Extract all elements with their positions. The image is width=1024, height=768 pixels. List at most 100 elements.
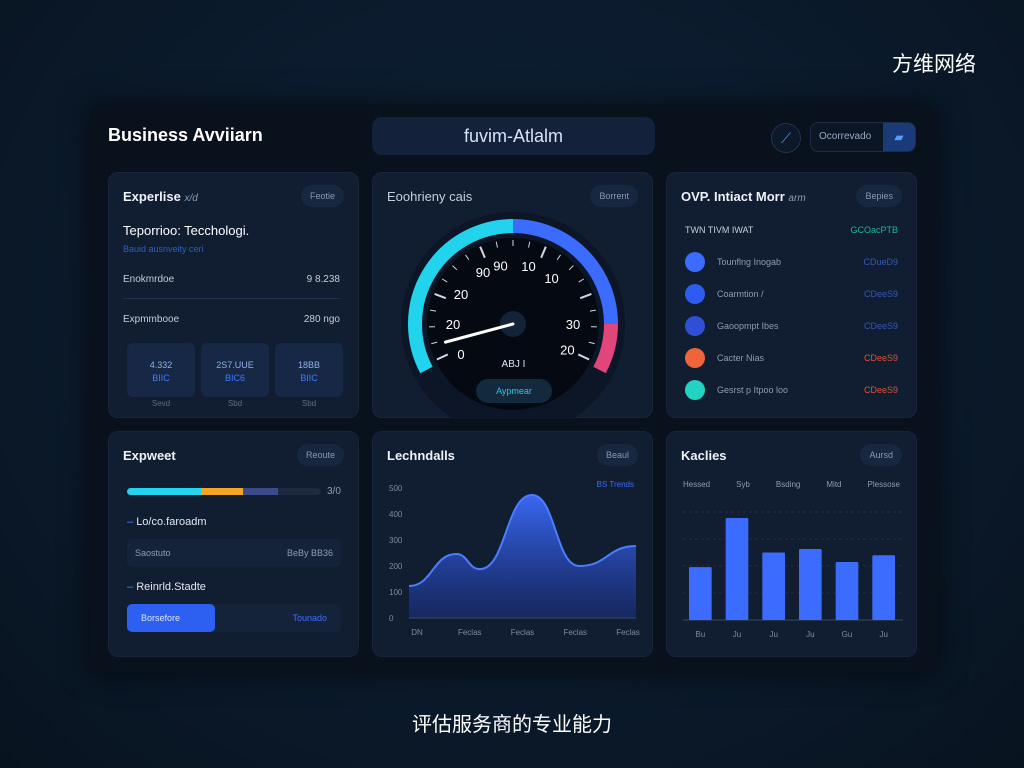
y-tick-label: 500 [389,484,403,493]
list-item[interactable]: Gesrst p Itpoo loo CDeeS9 [685,379,898,401]
section-title: – Reinrld.Stadte [127,581,206,593]
progress-card: Expweet Reoute 3/0 – Lo/co.faroadm Saost… [108,431,359,657]
gauge-tick [452,265,458,271]
progress-label: 3/0 [327,486,341,497]
tile-label: Sbd [301,399,317,408]
area-chart-card: Lechndalls Beaul BS Trends 500 400 300 200 1… [372,431,653,657]
status-dot-icon [685,348,705,368]
gauge-tick-label: 10 [521,259,535,274]
stat-row: Expmmbooe 280 ngo [123,314,340,325]
area-fill [409,495,636,618]
tile-label: Sevd [151,399,171,408]
y-tick-label: 400 [389,510,403,519]
card-title: Experlise [123,189,181,204]
metric-tile[interactable]: 4.332 BIIC [127,343,195,397]
list-item-value: CDeeS9 [863,353,898,363]
tile-unit: BIIC [152,373,170,383]
x-tick-label: Ju [806,630,814,639]
gauge-tick [434,292,447,300]
progress-segment [243,488,279,495]
list-item[interactable]: Tounflng Inogab CDueD9 [685,251,898,273]
field[interactable]: Saostuto BeBy BB36 [127,539,341,567]
gauge-tick-label: 10 [544,271,558,286]
gauge-tick-label: 90 [476,265,490,280]
bullet: – [127,581,134,593]
chart-icon[interactable]: ⟋ [771,123,801,153]
card-button[interactable]: Aursd [860,444,902,466]
bar[interactable] [689,567,712,620]
metric-tile[interactable]: 2S7.UUE BIC6 [201,343,269,397]
x-tick-label: Bu [695,630,705,639]
center-title[interactable]: fuvim-Atlalm [372,117,655,155]
x-tick-label: Ju [733,630,741,639]
gauge-tick [495,241,498,248]
toggle-option[interactable]: Tounado [292,613,327,623]
y-tick-label: 100 [389,588,403,597]
tile-unit: BIIC [300,373,318,383]
search-placeholder: Ocorrevado [819,131,872,142]
tile-unit: BIC6 [224,373,245,383]
x-tick-label: Gu [842,630,853,639]
column-label: Hessed [683,480,711,489]
gauge-tick [588,341,595,345]
column-label: Mitd [826,480,842,489]
area-chart: 500 400 300 200 100 0 DN Feclas Feclas Feclas Fecl… [389,484,640,637]
x-tick-label: Feclas [563,628,587,637]
card-button[interactable]: Reoute [296,444,344,466]
card-title: OVP. Intiact Morr [681,189,785,204]
gauge-action-button[interactable]: Aypmear [476,379,552,403]
gauge-tick [589,309,596,312]
bar-chart: Bu Ju Ju Ju Gu Ju [683,511,903,639]
card-button[interactable]: Bepies [856,185,902,207]
gauge-tick [430,309,437,312]
gauge-card: Eoohrieny cais Borrent 0 20 20 90 90 10 10 30 20… [372,172,653,419]
gauge-tick [556,254,561,261]
gauge-tick [540,246,547,259]
gauge-tick [579,292,592,300]
card-button[interactable]: Borrent [590,185,638,207]
gauge-tick-label: 90 [493,258,507,273]
gauge-arc-cyan [408,219,514,374]
tile-value: 18BB [297,360,321,370]
column-label: Bsding [775,480,801,489]
gauge-tick-label: 20 [454,287,468,302]
segmented-toggle[interactable]: Borsefore Tounado [127,604,341,632]
list-item[interactable]: Cacter Nias CDeeS9 [685,347,898,369]
list-header: TWN TIVM IWAT GCOacPTB [685,219,898,241]
heading: Teporrioo: Tecchologi. [123,223,250,238]
status-dot-icon [685,284,705,304]
bar[interactable] [872,555,895,620]
gauge-tick [577,353,590,361]
subheading: Bauid ausnveity ceri [123,244,204,254]
list-item-value: CDueD9 [863,257,898,267]
gauge-tick [479,246,486,259]
status-dot-icon [685,316,705,336]
card-button[interactable]: Beaul [596,444,638,466]
list-item-value: CDeeS9 [863,289,898,299]
x-tick-label: Ju [769,630,777,639]
metric-tile[interactable]: 18BB BIIC [275,343,343,397]
bar[interactable] [799,548,822,620]
gauge-tick-label: 0 [457,347,464,362]
toggle-option-active[interactable]: Borsefore [127,604,215,632]
stat-value: 9 8.238 [306,274,340,285]
bar[interactable] [835,561,859,620]
bar[interactable] [725,517,749,620]
progress-bar [127,488,321,495]
tile-value: 2S7.UUE [216,360,254,370]
search-input[interactable]: Ocorrevado ▰ [810,122,916,152]
gauge-tick [578,278,585,283]
card-button[interactable]: Feotie [300,185,344,207]
stat-label: Expmmbooe [123,314,180,325]
section-label: Lo/co.faroadm [136,516,207,528]
tile-value: 4.332 [149,360,173,370]
list-item[interactable]: Coarmtion / CDeeS9 [685,283,898,305]
y-tick-label: 300 [389,536,403,545]
bar-chart-card: Kaclies Aursd Hessed Syb Bsding Mitd Plessos… [666,431,917,657]
list-item[interactable]: Gaoopmpt Ibes CDeeS9 [685,315,898,337]
stat-row: Enokmrdoe 9 8.238 [123,274,340,285]
list-header-value: GCOacPTB [850,225,898,235]
gauge: 0 20 20 90 90 10 10 30 20 [401,212,625,419]
bar[interactable] [762,552,785,621]
folder-icon[interactable]: ▰ [883,123,915,151]
